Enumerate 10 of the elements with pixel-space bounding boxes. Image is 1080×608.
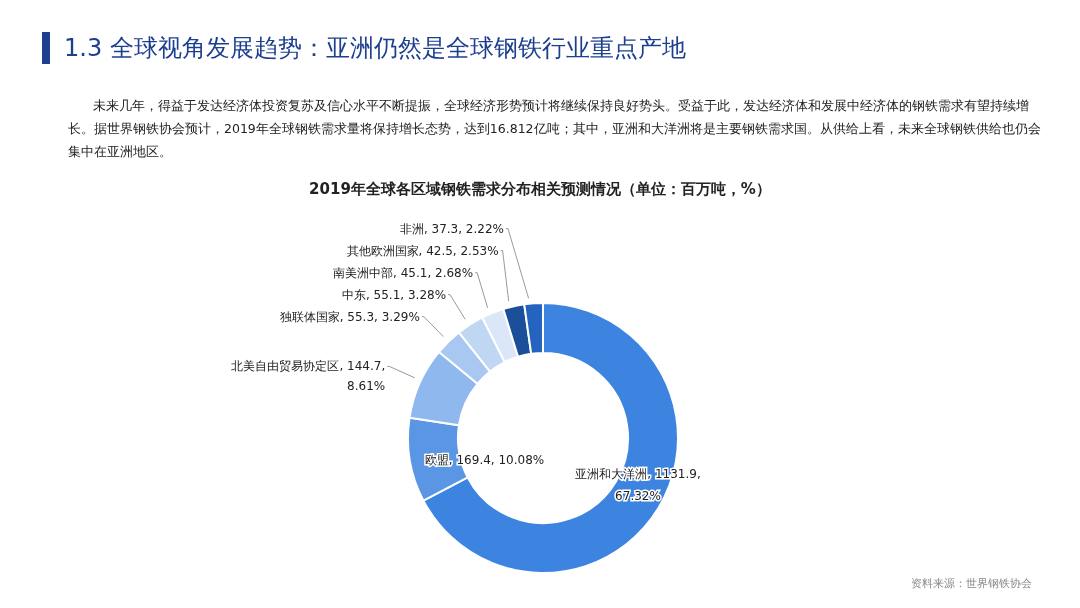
slice-label: 其他欧洲国家, 42.5, 2.53% — [346, 243, 499, 258]
slice-label: 非洲, 37.3, 2.22% — [399, 221, 504, 236]
text: 未来几年，得益于发达经济体投资复苏及信心水平不断提振，全球经济形势预计将继续保持良好势头。受益于此，发达经济体和发展中经济体的钢铁需求有望持续增长。据世界钢铁协会预计，2019年全球钢铁需求量将保持增长态势，达到16.812亿吨；其中，亚洲和大洋洲将是主要钢铁需求国。从供给上看，未来全球钢铁供给也仍会集中在亚洲地区。 — [68, 97, 1042, 161]
text: 1.3 全球视角发展趋势：亚洲仍然是全球钢铁行业重点产地 — [42, 32, 686, 64]
chart-title: 2019年全球各区域钢铁需求分布相关预测情况（单位：百万吨，%） — [308, 180, 772, 199]
slice-label: 北美自由贸易协定区, 144.7, 8.61% — [231, 359, 386, 394]
text: 资料来源：世界钢铁协会 — [911, 576, 1032, 591]
slice-label: 中东, 55.1, 3.28% — [341, 287, 447, 302]
slice-label: 独联体国家, 55.3, 3.29% — [279, 309, 420, 324]
slice-label: 南美洲中部, 45.1, 2.68% — [333, 265, 474, 280]
